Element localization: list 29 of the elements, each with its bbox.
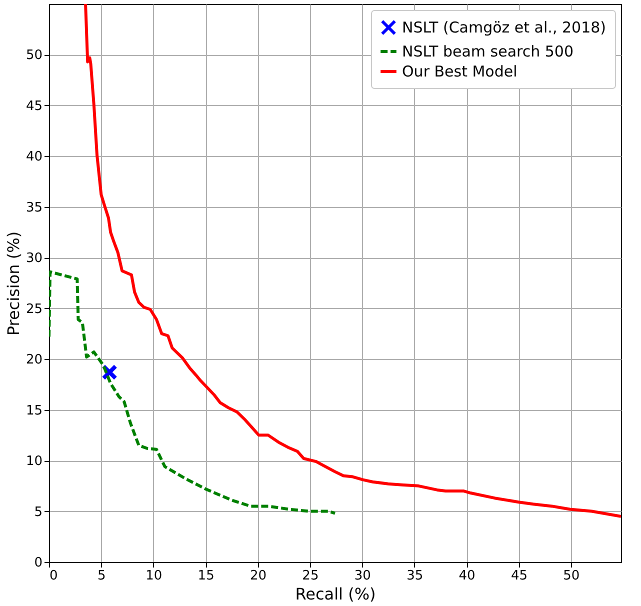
legend-label: NSLT (Camgöz et al., 2018) xyxy=(402,18,606,36)
y-tick-label: 25 xyxy=(26,302,42,317)
y-tick-label: 40 xyxy=(26,150,42,165)
x-tick-label: 10 xyxy=(146,568,162,584)
x-tick-label: 45 xyxy=(510,568,528,584)
y-tick-label: 50 xyxy=(26,48,42,64)
x-axis-title: Recall (%) xyxy=(295,584,376,604)
legend-label: Our Best Model xyxy=(402,62,518,80)
y-tick-label: 15 xyxy=(26,403,42,418)
x-tick-label: 50 xyxy=(563,568,580,584)
x-tick-label: 25 xyxy=(302,568,319,584)
y-tick-label: 0 xyxy=(34,556,42,570)
line-series xyxy=(49,270,336,515)
line-series xyxy=(84,4,621,518)
y-tick-label: 5 xyxy=(34,504,42,520)
x-tick-label: 35 xyxy=(406,568,424,584)
x-tick-label: 30 xyxy=(354,568,371,584)
x-tick-label: 0 xyxy=(50,568,58,584)
y-tick-label: 20 xyxy=(26,352,42,368)
y-tick-label: 45 xyxy=(26,98,42,114)
x-tick-label: 15 xyxy=(198,568,214,584)
x-tick-label: 5 xyxy=(98,568,106,584)
y-axis-title: Precision (%) xyxy=(4,231,23,336)
y-tick-label: 10 xyxy=(26,454,42,470)
x-tick-label: 20 xyxy=(250,568,267,584)
y-tick-label: 35 xyxy=(26,200,42,216)
legend-label: NSLT beam search 500 xyxy=(402,42,574,60)
x-tick-label: 40 xyxy=(458,568,476,584)
y-tick-label: 30 xyxy=(26,251,42,266)
